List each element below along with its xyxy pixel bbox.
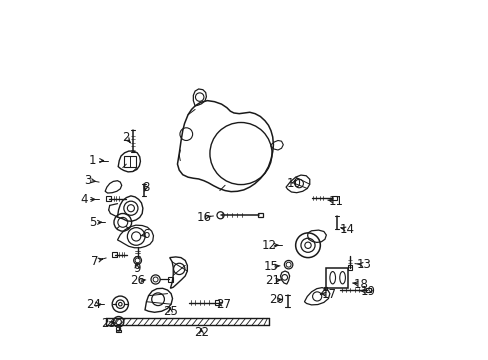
Text: 13: 13 bbox=[356, 258, 371, 271]
Bar bbox=[214, 300, 219, 305]
Text: 12: 12 bbox=[261, 239, 276, 252]
Bar bbox=[106, 196, 111, 201]
Bar bbox=[123, 156, 136, 167]
Text: 5: 5 bbox=[89, 216, 96, 229]
Text: 21: 21 bbox=[264, 274, 280, 287]
Text: 27: 27 bbox=[215, 298, 230, 311]
Bar bbox=[116, 330, 121, 332]
Text: 22: 22 bbox=[194, 326, 208, 339]
Text: 26: 26 bbox=[130, 274, 145, 287]
Text: 4: 4 bbox=[80, 193, 87, 206]
Text: 3: 3 bbox=[83, 174, 91, 186]
Bar bbox=[331, 196, 336, 201]
Bar bbox=[366, 288, 370, 292]
Text: 24: 24 bbox=[86, 298, 101, 311]
Text: 10: 10 bbox=[286, 177, 301, 190]
Text: 17: 17 bbox=[321, 288, 336, 301]
Text: 19: 19 bbox=[360, 285, 375, 298]
Text: 23: 23 bbox=[101, 318, 116, 330]
Text: 9: 9 bbox=[133, 262, 141, 275]
Text: 8: 8 bbox=[142, 181, 149, 194]
Text: 15: 15 bbox=[263, 260, 278, 273]
Text: 1: 1 bbox=[89, 154, 96, 167]
Bar bbox=[168, 277, 172, 282]
Text: 14: 14 bbox=[339, 223, 354, 236]
Text: 20: 20 bbox=[268, 293, 283, 306]
Text: 16: 16 bbox=[196, 211, 211, 224]
Bar bbox=[323, 287, 326, 291]
Text: 25: 25 bbox=[163, 305, 178, 318]
Text: 6: 6 bbox=[142, 228, 149, 241]
Text: 2: 2 bbox=[122, 131, 130, 144]
Bar bbox=[257, 213, 263, 217]
Text: 7: 7 bbox=[91, 255, 98, 267]
Bar bbox=[112, 252, 117, 257]
Bar bbox=[325, 268, 347, 288]
Text: 11: 11 bbox=[328, 195, 343, 208]
Bar bbox=[347, 265, 351, 270]
Text: 18: 18 bbox=[353, 278, 367, 291]
